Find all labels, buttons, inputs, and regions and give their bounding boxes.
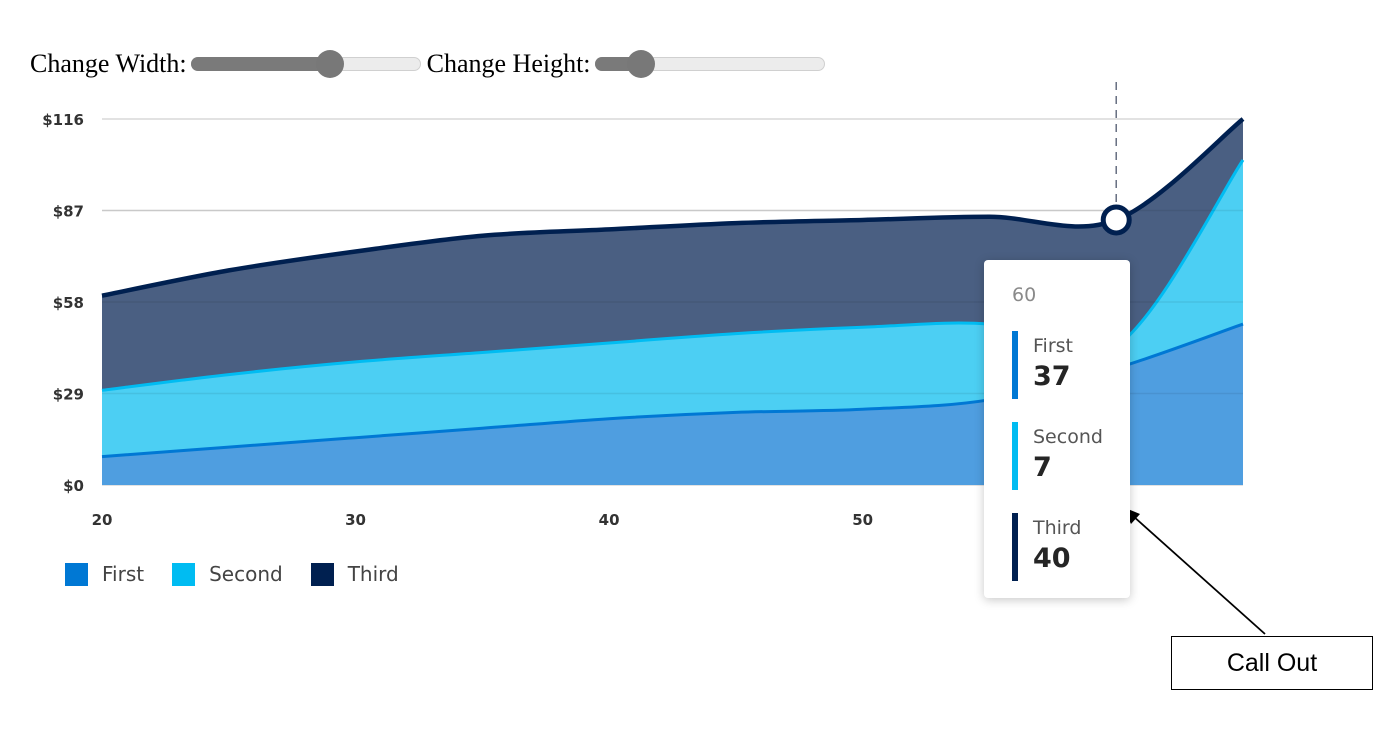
- y-tick-label: $0: [63, 477, 84, 495]
- width-slider-fill: [190, 57, 330, 71]
- legend-label: Third: [347, 562, 399, 586]
- legend-label: Second: [209, 562, 283, 586]
- width-label: Change Width:: [30, 49, 187, 78]
- callout-annotation-box: Call Out: [1171, 636, 1373, 690]
- tooltip-x-value: 60: [1012, 284, 1037, 306]
- tooltip-item-second: Second 7: [1012, 422, 1122, 492]
- tooltip-series-value: 37: [1033, 361, 1071, 392]
- chart-controls: Change Width: Change Height:: [30, 44, 825, 84]
- hover-marker: [1100, 204, 1132, 236]
- height-slider-thumb[interactable]: [626, 50, 655, 78]
- tooltip-color-bar: [1012, 513, 1018, 581]
- legend-label: First: [102, 562, 145, 586]
- width-slider[interactable]: [190, 44, 421, 84]
- tooltip-series-name: Third: [1033, 517, 1082, 539]
- tooltip-color-bar: [1012, 331, 1018, 399]
- width-slider-thumb[interactable]: [315, 50, 344, 78]
- tooltip-item-first: First 37: [1012, 331, 1122, 401]
- chart-legend: First Second Third: [65, 562, 427, 586]
- legend-item-first[interactable]: First: [65, 562, 144, 586]
- x-tick-label: 30: [345, 511, 366, 529]
- height-label: Change Height:: [426, 49, 591, 78]
- x-tick-label: 50: [852, 511, 873, 529]
- x-tick-label: 20: [92, 511, 113, 529]
- area-first: [102, 324, 1243, 485]
- series-line-third: [101, 117, 1245, 298]
- tooltip-series-name: First: [1033, 335, 1073, 357]
- area-second: [102, 160, 1243, 457]
- tooltip-series-value: 7: [1033, 452, 1052, 483]
- x-tick-label: 40: [599, 511, 620, 529]
- callout-arrow-line: [1132, 515, 1266, 635]
- chart-tooltip: 60 First 37 Second 7 Third 40: [984, 260, 1130, 598]
- tooltip-color-bar: [1012, 422, 1018, 490]
- tooltip-series-value: 40: [1033, 543, 1071, 574]
- tooltip-item-third: Third 40: [1012, 513, 1122, 583]
- legend-item-second[interactable]: Second: [172, 562, 283, 586]
- tooltip-series-name: Second: [1033, 426, 1103, 448]
- height-slider[interactable]: [594, 44, 825, 84]
- y-tick-label: $58: [53, 294, 84, 312]
- legend-item-third[interactable]: Third: [310, 562, 399, 586]
- legend-swatch: [65, 562, 88, 586]
- legend-swatch: [310, 562, 334, 586]
- y-tick-label: $87: [53, 203, 84, 221]
- y-tick-label: $29: [53, 386, 84, 404]
- y-tick-label: $116: [42, 111, 84, 129]
- legend-swatch: [172, 562, 196, 586]
- callout-annotation-label: Call Out: [1226, 648, 1318, 677]
